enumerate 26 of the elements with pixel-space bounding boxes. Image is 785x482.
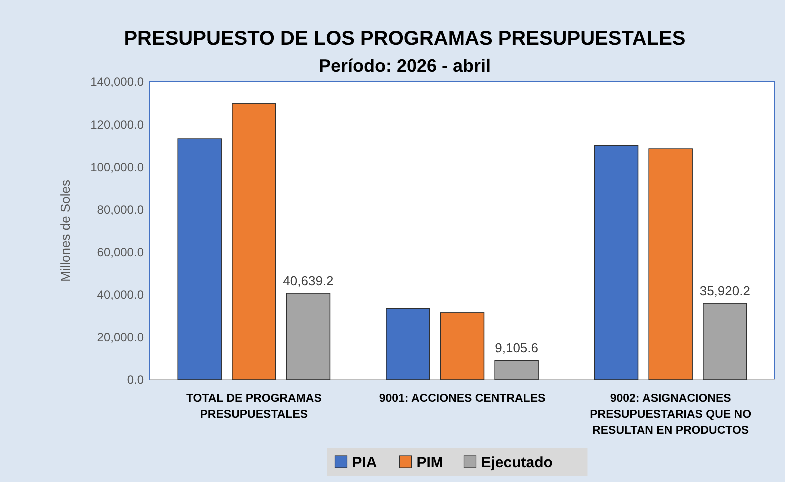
y-tick-label: 0.0 (127, 373, 144, 388)
y-axis-title: Millones de Soles (58, 180, 73, 282)
bar (494, 360, 539, 380)
y-tick-label: 80,000.0 (97, 202, 144, 217)
chart-subtitle: Período: 2026 - abril (318, 56, 492, 76)
y-tick-label: 120,000.0 (90, 118, 144, 132)
legend-label: Ejecutado (481, 454, 553, 472)
data-label: 35,920.2 (700, 284, 750, 299)
bar (703, 303, 748, 380)
data-label: 40,639.2 (283, 273, 334, 288)
y-tick-label: 20,000.0 (97, 330, 144, 345)
y-tick-label: 40,000.0 (97, 288, 144, 302)
bar (440, 312, 485, 380)
legend-label: PIM (416, 454, 444, 472)
y-tick-label: 140,000.0 (90, 75, 144, 90)
bar (648, 148, 693, 380)
x-tick-label: TOTAL DE PROGRAMAS PRESUPUESTALES (186, 393, 322, 421)
x-tick-label: 9001: ACCIONES CENTRALES (379, 393, 546, 405)
chart-title: PRESUPUESTO DE LOS PROGRAMAS PRESUPUESTALES (124, 28, 686, 50)
y-tick-label: 60,000.0 (97, 245, 144, 260)
bar (232, 104, 276, 380)
data-label: 9,105.6 (495, 340, 539, 356)
legend-label: PIA (352, 454, 378, 472)
x-tick-label: 9002: ASIGNACIONES PRESUPUESTARIAS QUE NO RESULTAN EN PRODUCTOS (590, 393, 752, 437)
bar (286, 293, 331, 380)
y-tick-label: 100,000.0 (90, 160, 144, 174)
